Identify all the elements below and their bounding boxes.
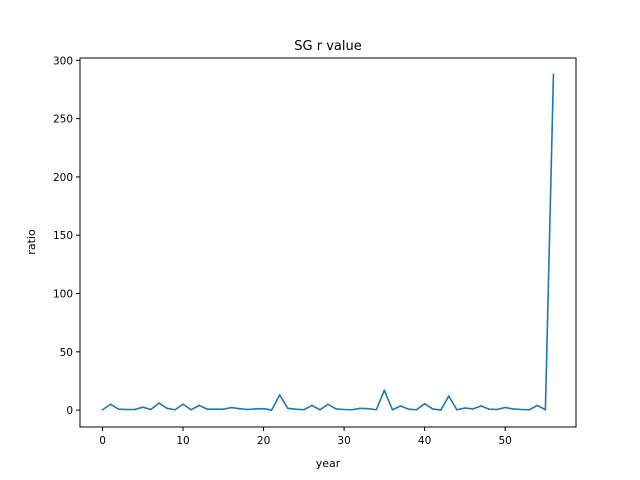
data-point <box>182 403 184 406</box>
y-tick-label: 50 <box>60 347 73 359</box>
data-point <box>246 408 249 411</box>
data-point <box>351 408 353 411</box>
data-point <box>222 408 225 410</box>
data-point <box>552 73 555 76</box>
series-line <box>102 74 555 411</box>
data-point <box>254 408 257 410</box>
x-tick-label: 20 <box>257 435 270 447</box>
data-point <box>407 408 410 410</box>
data-point <box>286 407 289 410</box>
data-point <box>125 408 128 411</box>
data-point <box>512 408 514 410</box>
data-point <box>431 408 434 410</box>
x-tick-label: 40 <box>418 435 431 447</box>
data-point <box>456 408 458 411</box>
data-point <box>327 403 329 406</box>
data-point <box>206 408 209 410</box>
data-point <box>294 408 297 410</box>
data-point <box>423 402 426 405</box>
data-point <box>439 409 442 411</box>
y-tick-label: 250 <box>53 114 73 126</box>
data-point <box>190 408 192 411</box>
data-point <box>174 408 176 411</box>
y-tick-label: 150 <box>53 230 73 242</box>
data-point <box>488 408 490 410</box>
chart-title: SG r value <box>294 39 361 54</box>
data-point <box>319 408 321 411</box>
x-tick-label: 50 <box>498 435 511 447</box>
data-point <box>375 408 378 411</box>
x-tick-label: 10 <box>176 435 189 447</box>
data-point <box>262 407 265 410</box>
data-point <box>117 408 120 410</box>
data-point <box>367 407 370 410</box>
data-point <box>230 406 233 409</box>
data-point <box>359 407 362 410</box>
y-tick-label: 300 <box>53 55 73 67</box>
y-tick-label: 100 <box>53 289 73 301</box>
data-point <box>109 403 112 406</box>
plot-area <box>79 57 577 428</box>
x-tick-label: 0 <box>99 435 106 447</box>
y-tick-label: 0 <box>66 405 73 417</box>
data-point <box>303 408 305 411</box>
y-axis-ticks: 0 50 100 150 200 250 300 <box>53 55 80 417</box>
x-tick-label: 30 <box>337 435 350 447</box>
data-point <box>335 408 337 410</box>
data-point <box>142 406 144 408</box>
data-point <box>214 408 217 410</box>
x-axis-ticks: 0 10 20 30 40 50 <box>99 427 512 447</box>
data-point <box>158 402 160 404</box>
data-point <box>150 408 152 411</box>
data-point <box>383 389 386 392</box>
y-tick-label: 200 <box>53 172 73 184</box>
data-point <box>472 408 474 410</box>
data-point <box>520 408 523 411</box>
data-point <box>166 407 168 410</box>
data-point <box>496 408 498 411</box>
data-point <box>343 408 345 411</box>
data-point <box>311 404 313 407</box>
data-point <box>480 405 482 407</box>
data-point <box>544 408 547 411</box>
data-point <box>464 407 466 409</box>
data-point <box>399 405 402 407</box>
data-point <box>101 408 104 411</box>
data-point <box>415 408 418 411</box>
data-point <box>238 407 241 410</box>
data-point <box>447 395 450 397</box>
data-point <box>278 394 281 396</box>
data-point <box>198 404 200 407</box>
y-axis-label: ratio <box>25 229 38 255</box>
x-axis-label: year <box>316 457 341 470</box>
data-point <box>528 408 531 411</box>
data-point <box>391 408 394 411</box>
series-layer <box>101 73 555 411</box>
data-point <box>133 408 136 411</box>
data-point <box>504 406 506 409</box>
data-point <box>270 409 273 411</box>
data-point <box>536 404 539 407</box>
